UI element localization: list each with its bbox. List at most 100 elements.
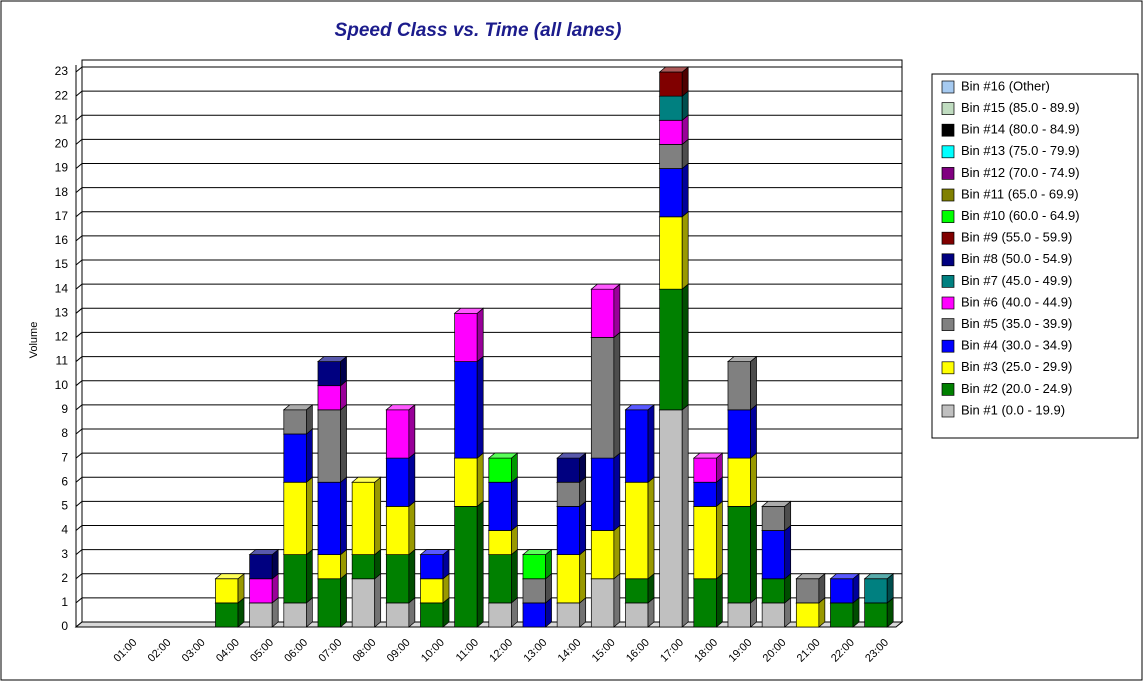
bar-side <box>613 283 621 339</box>
bar-front <box>283 433 307 483</box>
bar <box>453 452 485 508</box>
bar-front <box>522 602 546 628</box>
bar-side <box>613 331 621 459</box>
legend-swatch <box>941 339 955 353</box>
bar-front <box>385 505 410 555</box>
bar <box>282 428 314 483</box>
bar-front <box>761 505 786 531</box>
bar-front <box>488 481 512 531</box>
bar <box>317 476 348 556</box>
bar-side <box>408 500 416 556</box>
grid-line <box>75 404 902 411</box>
legend-label: Bin #6 (40.0 - 44.9) <box>961 294 1072 309</box>
y-tick-label: 19 <box>55 161 69 175</box>
bar-front <box>317 554 341 580</box>
grid-line <box>75 187 902 194</box>
bar-front <box>488 530 512 555</box>
bar-side <box>306 548 313 604</box>
bar-front <box>659 288 683 411</box>
bar <box>658 162 690 218</box>
bar-side <box>750 404 757 459</box>
bar-front <box>795 578 820 604</box>
bar-front <box>385 554 410 604</box>
grid-line <box>75 259 902 266</box>
legend-swatch <box>941 404 955 418</box>
grid-line <box>75 90 902 97</box>
bar-side <box>647 476 655 580</box>
bar-front <box>761 602 786 628</box>
y-tick-label: 14 <box>55 281 69 295</box>
y-tick-label: 5 <box>61 499 68 513</box>
bar <box>658 404 690 628</box>
legend-swatch <box>941 80 955 94</box>
bar-front <box>488 602 512 628</box>
bar-front <box>864 578 888 604</box>
bar-top <box>419 549 450 555</box>
legend-label: Bin #7 (45.0 - 49.9) <box>961 273 1072 288</box>
bar-front <box>659 95 683 121</box>
bar-side <box>681 211 689 290</box>
bar <box>624 404 655 483</box>
bar-front <box>864 602 888 628</box>
y-tick-label: 16 <box>55 233 69 247</box>
bar <box>317 355 348 387</box>
bar-front <box>283 554 307 604</box>
bar-front <box>249 554 273 580</box>
grid-line <box>75 163 902 169</box>
bar <box>351 572 382 628</box>
legend-swatch <box>941 318 955 331</box>
bar <box>317 572 348 628</box>
bar-front <box>590 288 615 338</box>
bar <box>317 404 348 483</box>
legend-label: Bin #14 (80.0 - 84.9) <box>961 122 1080 137</box>
bar-top <box>829 573 860 580</box>
y-tick-label: 10 <box>55 378 69 392</box>
bar-side <box>579 548 587 604</box>
bar-side <box>476 355 484 459</box>
bar-front <box>454 312 478 362</box>
bar-side <box>511 476 518 532</box>
y-tick-label: 17 <box>55 209 69 223</box>
bar-side <box>476 500 484 628</box>
bar-front <box>590 457 615 531</box>
bar-side <box>408 404 416 459</box>
bar-front <box>659 119 683 145</box>
legend-label: Bin #10 (60.0 - 64.9) <box>961 208 1080 223</box>
bar-side <box>340 572 347 628</box>
bar <box>727 500 758 604</box>
bar <box>658 283 690 411</box>
legend-swatch <box>941 231 955 245</box>
bar-side <box>340 404 347 483</box>
bar-front <box>317 385 341 411</box>
bar-top <box>487 452 519 459</box>
bar-side <box>340 476 347 556</box>
legend-label: Bin #9 (55.0 - 59.9) <box>961 230 1072 245</box>
bar <box>590 283 621 339</box>
bar <box>487 452 519 483</box>
bar-top <box>556 452 587 459</box>
bar-front <box>317 578 341 628</box>
bar <box>556 548 587 604</box>
bar-front <box>727 409 751 459</box>
bar-front <box>659 71 683 97</box>
legend-swatch <box>941 361 955 375</box>
legend-label: Bin #2 (20.0 - 24.9) <box>961 381 1072 396</box>
bar <box>453 500 485 628</box>
bar-front <box>351 578 376 628</box>
y-tick-label: 0 <box>61 619 68 633</box>
y-tick-label: 20 <box>55 137 69 151</box>
bar <box>522 548 553 580</box>
bar <box>692 572 724 628</box>
bar-side <box>750 500 757 604</box>
bar-front <box>625 602 649 628</box>
bar-side <box>374 572 382 628</box>
bar-front <box>317 409 341 483</box>
y-tick-label: 13 <box>55 305 69 319</box>
bar-front <box>830 578 854 604</box>
grid-line <box>75 331 902 338</box>
bar-top <box>658 66 690 73</box>
bar-front <box>590 337 615 459</box>
bar-front <box>590 578 615 628</box>
bar-front <box>385 457 410 507</box>
bar-front <box>454 457 478 507</box>
